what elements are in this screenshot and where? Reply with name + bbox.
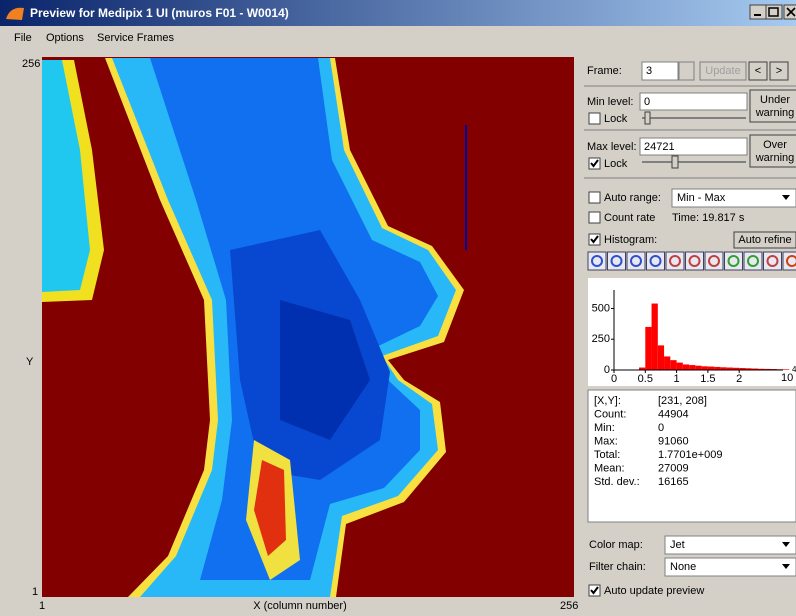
- combo-value: Jet: [670, 539, 685, 551]
- checkbox-label: Histogram:: [604, 234, 657, 246]
- tool-button[interactable]: [608, 252, 626, 270]
- frame-value: 3: [646, 65, 652, 77]
- stat-label: [X,Y]:: [594, 395, 621, 407]
- x-tick-label: 1: [674, 373, 680, 385]
- stat-value: 1.7701e+009: [658, 449, 723, 461]
- stat-label: Count:: [594, 408, 626, 420]
- window-title: Preview for Medipix 1 UI (muros F01 - W0…: [30, 6, 289, 20]
- tool-button[interactable]: [666, 252, 684, 270]
- min-input[interactable]: [640, 93, 747, 110]
- max-label: Max level:: [587, 141, 637, 153]
- spinner[interactable]: [679, 62, 694, 80]
- x-axis-label: X (column number): [253, 600, 347, 612]
- histogram-bar: [670, 360, 676, 370]
- y-axis-label: Y: [26, 356, 34, 368]
- button-label: Over: [763, 139, 787, 151]
- menu-item[interactable]: File: [14, 32, 32, 44]
- checkbox[interactable]: [589, 158, 600, 169]
- checkbox[interactable]: [589, 234, 600, 245]
- tool-button[interactable]: [686, 252, 704, 270]
- color-map-label: Color map:: [589, 539, 643, 551]
- filter-label: Filter chain:: [589, 561, 646, 573]
- combo-value: None: [670, 561, 696, 573]
- stat-label: Total:: [594, 449, 620, 461]
- checkbox-label: Lock: [604, 158, 628, 170]
- button-label: Under: [760, 94, 790, 106]
- x-tick-label: 1.5: [700, 373, 715, 385]
- button-label: warning: [755, 107, 795, 119]
- stat-value: 27009: [658, 462, 689, 474]
- checkbox-label: Auto range:: [604, 192, 661, 204]
- histogram-bar: [645, 327, 651, 370]
- checkbox-box: [589, 192, 600, 203]
- histogram-bar: [702, 366, 708, 370]
- stat-label: Min:: [594, 422, 615, 434]
- histogram-bar: [652, 304, 658, 370]
- checkbox[interactable]: [589, 113, 600, 124]
- histogram-bar: [664, 356, 670, 370]
- slider-thumb[interactable]: [672, 156, 678, 168]
- stat-value: 91060: [658, 435, 689, 447]
- checkbox-box: [589, 212, 600, 223]
- stat-value: 16165: [658, 476, 689, 488]
- x-axis-right: 256: [560, 600, 578, 612]
- histogram-bar: [658, 345, 664, 370]
- histogram-bar: [689, 365, 695, 370]
- min-value: 0: [644, 96, 650, 108]
- x-tick-label: 2: [736, 373, 742, 385]
- y-axis-top: 256: [22, 58, 40, 70]
- button-label: warning: [755, 152, 795, 164]
- histogram-bar: [708, 367, 714, 370]
- checkbox-label: Count rate: [604, 212, 655, 224]
- image-preview: [42, 57, 574, 597]
- window-buttons[interactable]: [750, 5, 796, 19]
- checkbox[interactable]: [589, 212, 600, 223]
- tool-button[interactable]: [725, 252, 743, 270]
- time-label: Time: 19.817 s: [672, 212, 745, 224]
- min-label: Min level:: [587, 96, 633, 108]
- tool-button[interactable]: [588, 252, 606, 270]
- stat-label: Mean:: [594, 462, 625, 474]
- y-tick-label: 250: [592, 333, 610, 345]
- tool-button[interactable]: [744, 252, 762, 270]
- slider-thumb[interactable]: [645, 112, 650, 124]
- x-tick-label: 0: [611, 373, 617, 385]
- histogram-bar: [683, 364, 689, 370]
- stat-value: 44904: [658, 408, 689, 420]
- tool-button[interactable]: [764, 252, 782, 270]
- checkbox-label: Auto update preview: [604, 585, 704, 597]
- histogram-bar: [783, 369, 789, 370]
- combo-value: Min - Max: [677, 192, 726, 204]
- y-axis-bottom: 1: [32, 586, 38, 598]
- stat-label: Std. dev.:: [594, 476, 640, 488]
- x-tick-label: 0.5: [638, 373, 653, 385]
- tool-button[interactable]: [705, 252, 723, 270]
- menu-item[interactable]: Options: [46, 32, 84, 44]
- max-value: 24721: [644, 141, 675, 153]
- menu-item[interactable]: Service Frames: [97, 32, 175, 44]
- checkbox[interactable]: [589, 585, 600, 596]
- x-axis-left: 1: [39, 600, 45, 612]
- window: Preview for Medipix 1 UI (muros F01 - W0…: [0, 0, 796, 616]
- button-label: Auto refine: [738, 234, 791, 246]
- multiplier-exponent: 4: [792, 365, 796, 374]
- frame-label: Frame:: [587, 65, 622, 77]
- tool-button[interactable]: [783, 252, 796, 270]
- update-label: Update: [705, 65, 740, 77]
- histogram-bar: [677, 363, 683, 370]
- checkbox-label: Lock: [604, 113, 628, 125]
- stat-label: Max:: [594, 435, 618, 447]
- stat-value: 0: [658, 422, 664, 434]
- checkbox-box: [589, 113, 600, 124]
- y-tick-label: 0: [604, 364, 610, 376]
- prev-label: <: [755, 65, 761, 77]
- stat-value: [231, 208]: [658, 395, 707, 407]
- checkbox[interactable]: [589, 192, 600, 203]
- histogram-bar: [695, 366, 701, 370]
- tool-button[interactable]: [627, 252, 645, 270]
- tool-button[interactable]: [647, 252, 665, 270]
- y-tick-label: 500: [592, 302, 610, 314]
- toolbar: [588, 252, 796, 270]
- next-label: >: [776, 65, 782, 77]
